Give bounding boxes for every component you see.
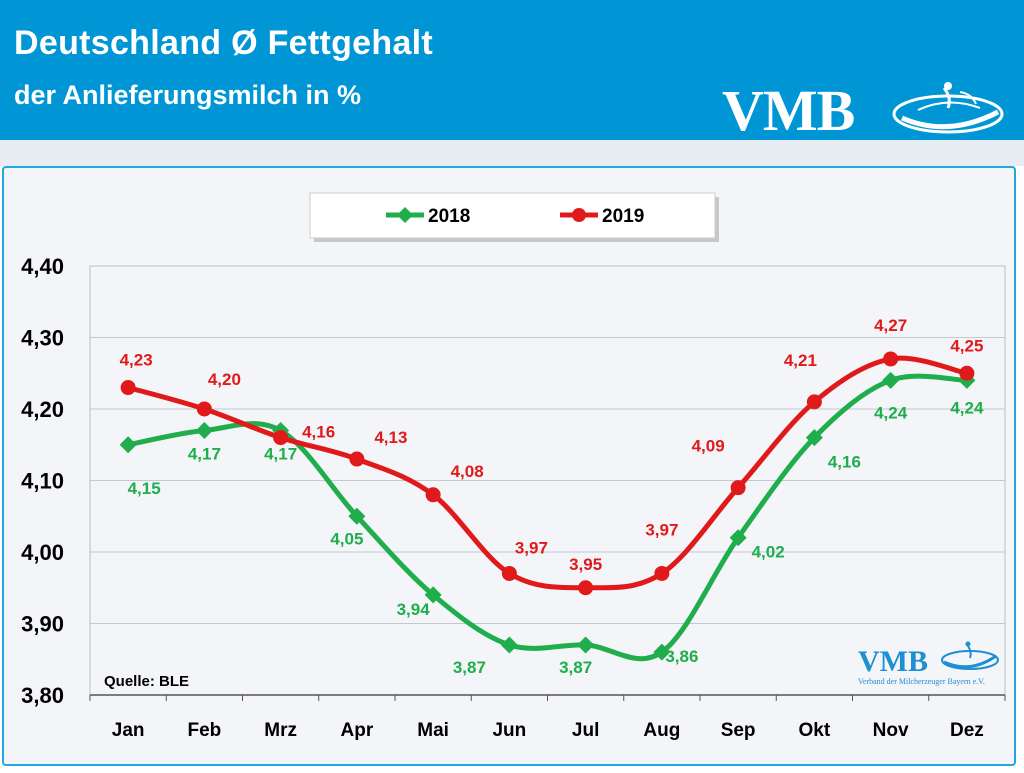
- legend-label-2018: 2018: [428, 206, 470, 227]
- marker-2018-okt: [805, 429, 823, 447]
- data-label-2018-dez: 4,24: [950, 398, 984, 417]
- data-label-2019-mai: 4,08: [451, 462, 484, 481]
- marker-2018-feb: [195, 421, 213, 439]
- watermark-logo-text: VMB: [858, 645, 928, 678]
- marker-2019-dez: [959, 365, 975, 381]
- grid-layer: [89, 265, 1006, 696]
- x-tick-label-feb: Feb: [187, 720, 221, 741]
- legend-box: [309, 192, 716, 239]
- x-tick-label-dez: Dez: [950, 720, 984, 741]
- data-label-2018-mai: 3,94: [397, 600, 431, 619]
- legend: 2018 2019: [309, 192, 719, 242]
- y-tick-label: 3,90: [21, 612, 64, 637]
- series-layer: [119, 351, 976, 662]
- marker-2018-apr: [348, 507, 366, 525]
- vmb-watermark: VMB Verband der Milcherzeuger Bayern e.V…: [858, 641, 999, 686]
- marker-2018-aug: [653, 643, 671, 661]
- data-label-2019-jun: 3,97: [515, 538, 548, 557]
- data-label-2018-mrz: 4,17: [264, 444, 297, 463]
- marker-2019-apr: [349, 451, 365, 467]
- x-tick-label-jul: Jul: [572, 720, 599, 741]
- data-label-2018-jan: 4,15: [128, 479, 161, 498]
- data-label-2018-nov: 4,24: [874, 403, 908, 422]
- data-label-2018-feb: 4,17: [188, 444, 221, 463]
- marker-2019-sep: [730, 480, 746, 496]
- marker-2019-mai: [425, 487, 441, 503]
- y-tick-label: 4,00: [21, 540, 64, 565]
- data-label-2019-mrz: 4,16: [302, 423, 335, 442]
- page-subtitle: der Anlieferungsmilch in %: [14, 80, 362, 110]
- legend-marker-2019: [572, 208, 586, 222]
- legend-marker-2018: [397, 207, 413, 223]
- y-tick-label: 4,20: [21, 397, 64, 422]
- page-title: Deutschland Ø Fettgehalt: [14, 24, 434, 62]
- marker-2018-jul: [577, 636, 595, 654]
- data-label-2019-sep: 4,09: [692, 437, 725, 456]
- marker-2019-mrz: [273, 430, 289, 446]
- data-label-2019-jan: 4,23: [120, 351, 153, 370]
- data-label-2018-okt: 4,16: [828, 453, 861, 472]
- x-tick-label-okt: Okt: [799, 720, 831, 741]
- marker-2019-jan: [120, 380, 136, 396]
- marker-2018-mai: [424, 586, 442, 604]
- data-label-2018-apr: 4,05: [330, 529, 363, 548]
- marker-2018-nov: [882, 371, 900, 389]
- x-tick-label-apr: Apr: [341, 720, 374, 741]
- data-label-2018-aug: 3,86: [665, 647, 698, 666]
- y-tick-label: 3,80: [21, 683, 64, 708]
- data-label-2018-sep: 4,02: [752, 543, 785, 562]
- x-tick-label-sep: Sep: [721, 720, 756, 741]
- marker-2019-aug: [654, 565, 670, 581]
- data-label-2019-nov: 4,27: [874, 316, 907, 335]
- data-label-2019-dez: 4,25: [950, 336, 983, 355]
- x-tick-label-jun: Jun: [492, 720, 526, 741]
- separator-band: [0, 140, 1024, 166]
- x-tick-label-mai: Mai: [417, 720, 449, 741]
- data-label-2019-okt: 4,21: [784, 351, 817, 370]
- y-tick-label: 4,10: [21, 469, 64, 494]
- x-tick-label-nov: Nov: [873, 720, 909, 741]
- data-label-2019-jul: 3,95: [569, 555, 602, 574]
- y-tick-label: 4,30: [21, 326, 64, 351]
- marker-2018-jun: [500, 636, 518, 654]
- data-label-2018-jul: 3,87: [559, 658, 592, 677]
- axis-layer: 3,80 3,90 4,00 4,10 4,20 4,30 4,40 Jan Feb Mrz Apr…: [21, 254, 1006, 741]
- marker-2018-jan: [119, 436, 137, 454]
- marker-2019-nov: [883, 351, 899, 367]
- label-layer: 4,15 4,17 4,17 4,05 3,94 3,87 3,87 3,86 4,02 4,16…: [120, 316, 984, 677]
- x-tick-label-mrz: Mrz: [264, 720, 297, 741]
- marker-2019-jun: [501, 565, 517, 581]
- x-tick-label-aug: Aug: [643, 720, 680, 741]
- source-note: Quelle: BLE: [104, 673, 189, 690]
- x-tick-label-jan: Jan: [112, 720, 145, 741]
- watermark-swoosh-icon: [941, 641, 999, 670]
- header-banner: Deutschland Ø Fettgehalt der Anlieferung…: [0, 0, 1024, 140]
- data-label-2019-feb: 4,20: [208, 370, 241, 389]
- marker-2019-okt: [806, 394, 822, 410]
- legend-label-2019: 2019: [602, 206, 644, 227]
- vmb-swoosh-icon: [892, 82, 1004, 134]
- marker-2019-feb: [196, 401, 212, 417]
- y-tick-label: 4,40: [21, 254, 64, 279]
- data-label-2018-jun: 3,87: [453, 658, 486, 677]
- vmb-logo-text: VMB: [722, 78, 855, 143]
- data-label-2019-aug: 3,97: [645, 520, 678, 539]
- data-label-2019-apr: 4,13: [374, 428, 407, 447]
- marker-2018-sep: [729, 529, 747, 547]
- marker-2019-jul: [578, 580, 594, 596]
- watermark-subtext: Verband der Milcherzeuger Bayern e.V.: [858, 677, 985, 686]
